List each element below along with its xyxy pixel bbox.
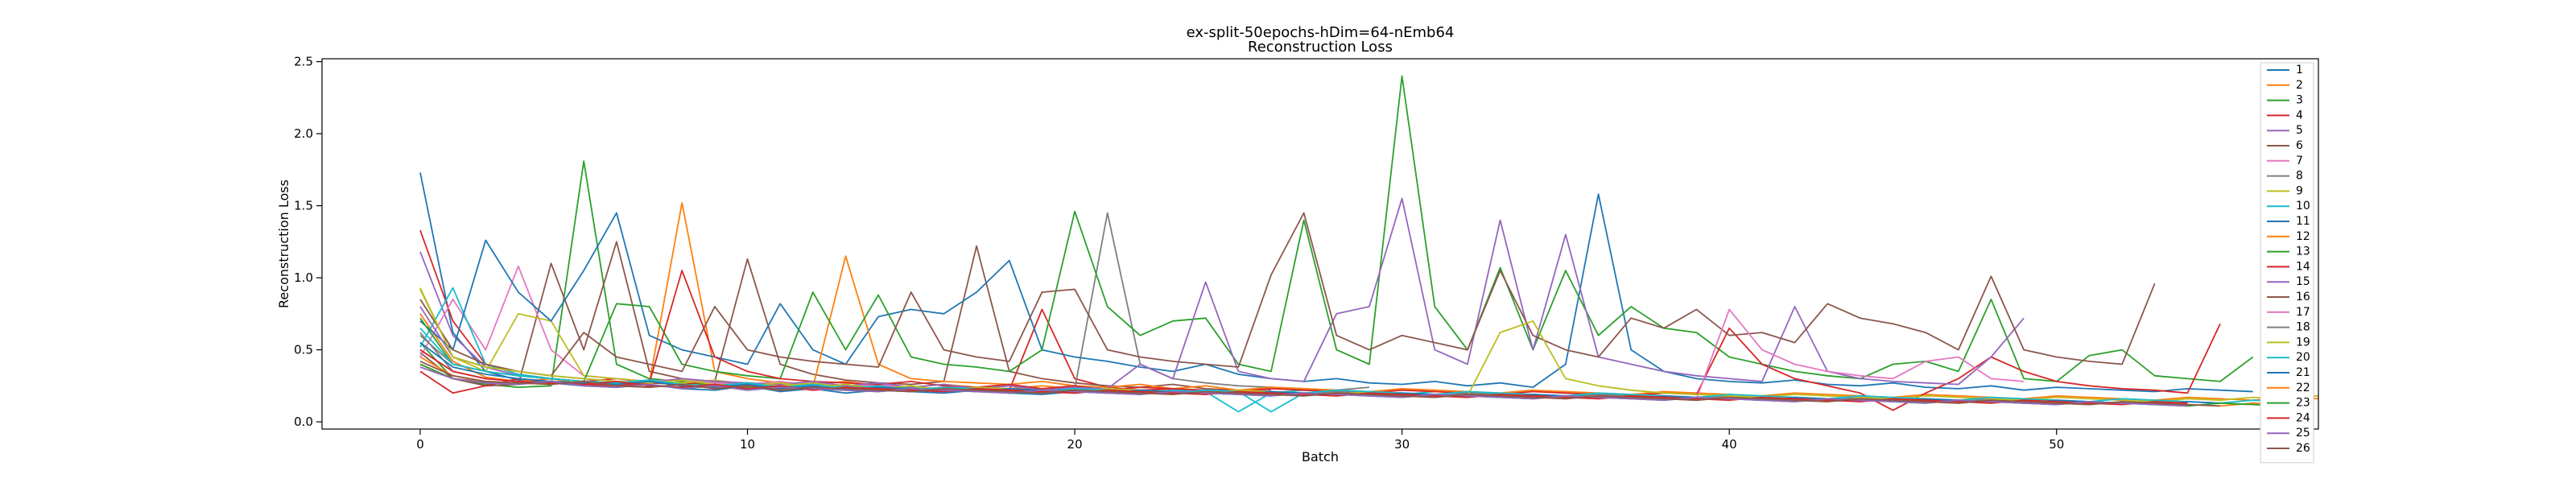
x-tick-label: 20 bbox=[1067, 437, 1083, 452]
x-tick-label: 0 bbox=[416, 437, 424, 452]
legend-label-22: 22 bbox=[2296, 382, 2310, 394]
series-line-26 bbox=[419, 361, 2221, 407]
legend-label-16: 16 bbox=[2296, 291, 2310, 303]
legend-label-6: 6 bbox=[2296, 139, 2303, 152]
legend-label-15: 15 bbox=[2296, 275, 2310, 288]
legend-label-1: 1 bbox=[2296, 64, 2303, 76]
legend-label-19: 19 bbox=[2296, 336, 2310, 349]
legend-label-18: 18 bbox=[2296, 321, 2310, 334]
y-tick-label: 0.5 bbox=[294, 343, 313, 357]
legend-box bbox=[2260, 62, 2314, 464]
chart-title: ex-split-50epochs-hDim=64-nEmb64 bbox=[1187, 24, 1455, 41]
legend-label-20: 20 bbox=[2296, 351, 2310, 364]
x-axis: 0 10 20 30 40 50 bbox=[416, 429, 2064, 452]
x-tick-label: 30 bbox=[1394, 437, 1410, 452]
legend-label-14: 14 bbox=[2296, 260, 2310, 273]
legend-label-17: 17 bbox=[2296, 306, 2310, 319]
legend-label-4: 4 bbox=[2296, 109, 2303, 122]
legend-label-3: 3 bbox=[2296, 94, 2303, 107]
legend-label-11: 11 bbox=[2296, 215, 2310, 228]
legend-label-12: 12 bbox=[2296, 230, 2310, 243]
series-line-25 bbox=[419, 366, 2188, 407]
y-axis-label: Reconstruction Loss bbox=[276, 180, 291, 308]
legend-label-26: 26 bbox=[2296, 442, 2310, 455]
legend-label-21: 21 bbox=[2296, 366, 2310, 379]
series-line-13 bbox=[419, 75, 2254, 382]
y-tick-label: 1.0 bbox=[294, 270, 313, 285]
y-tick-label: 1.5 bbox=[294, 199, 313, 213]
legend: 1234567891011121314151617181920212223242… bbox=[2260, 62, 2314, 464]
x-tick-label: 10 bbox=[740, 437, 755, 452]
legend-label-23: 23 bbox=[2296, 397, 2310, 410]
series-line-24 bbox=[419, 349, 2188, 406]
legend-label-24: 24 bbox=[2296, 411, 2310, 424]
plot-frame bbox=[321, 58, 2319, 430]
y-axis: 0.0 0.5 1.0 1.5 2.0 2.5 bbox=[294, 55, 322, 429]
x-tick-label: 40 bbox=[1722, 437, 1737, 452]
series-lines bbox=[419, 75, 2319, 413]
legend-label-9: 9 bbox=[2296, 184, 2303, 197]
chart-subtitle: Reconstruction Loss bbox=[1248, 39, 1393, 56]
x-tick-label: 50 bbox=[2049, 437, 2064, 452]
series-line-16 bbox=[419, 212, 2156, 377]
legend-label-8: 8 bbox=[2296, 170, 2303, 183]
legend-label-2: 2 bbox=[2296, 79, 2303, 92]
legend-label-13: 13 bbox=[2296, 246, 2310, 258]
legend-label-7: 7 bbox=[2296, 155, 2303, 167]
y-tick-label: 2.5 bbox=[294, 55, 313, 69]
legend-label-25: 25 bbox=[2296, 427, 2310, 440]
y-tick-label: 2.0 bbox=[294, 126, 313, 141]
series-line-20 bbox=[419, 328, 2286, 413]
series-line-15 bbox=[419, 197, 2025, 391]
legend-label-5: 5 bbox=[2296, 124, 2303, 137]
legend-label-10: 10 bbox=[2296, 200, 2310, 213]
series-line-11 bbox=[419, 193, 2253, 393]
y-tick-label: 0.0 bbox=[294, 415, 313, 429]
x-axis-label: Batch bbox=[1302, 449, 1339, 464]
